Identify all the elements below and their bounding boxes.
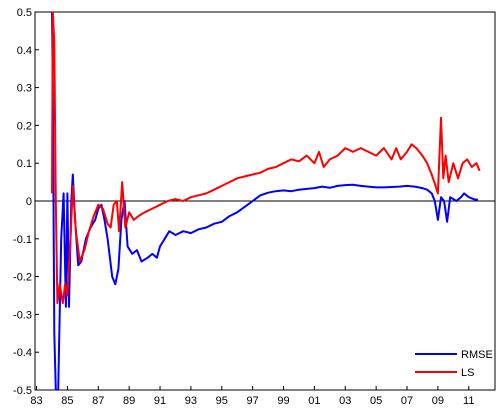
- y-tick-label: 0.5: [17, 7, 32, 19]
- y-tick-label: -0.4: [13, 347, 32, 359]
- x-tick-label: 89: [123, 395, 135, 407]
- x-tick-label: 95: [216, 395, 228, 407]
- x-tick-label: 87: [92, 395, 104, 407]
- x-tick-label: 01: [308, 395, 320, 407]
- y-tick-label: 0.4: [17, 45, 32, 57]
- legend-label-rmse: RMSE: [461, 349, 493, 361]
- x-tick-label: 07: [401, 395, 413, 407]
- series-line-rmse: [51, 12, 479, 390]
- legend: RMSE LS: [415, 349, 493, 379]
- y-tick-label: 0.3: [17, 83, 32, 95]
- y-tick-label: -0.3: [13, 309, 32, 321]
- y-tick-label: -0.2: [13, 272, 32, 284]
- x-tick-label: 97: [247, 395, 259, 407]
- y-tick-label: -0.5: [13, 385, 32, 397]
- y-tick-label: 0.2: [17, 120, 32, 132]
- y-tick-label: 0: [26, 196, 32, 208]
- x-tick-label: 03: [339, 395, 351, 407]
- y-tick-label: -0.1: [13, 234, 32, 246]
- x-tick-label: 05: [370, 395, 382, 407]
- series-layer: [51, 12, 481, 390]
- x-tick-label: 99: [277, 395, 289, 407]
- x-tick-label: 93: [185, 395, 197, 407]
- x-tick-label: 09: [432, 395, 444, 407]
- x-axis: 83 85 87 89 91 93 95 97 99 01 03 05 07 09 11: [30, 386, 474, 407]
- y-tick-label: 0.1: [17, 158, 32, 170]
- legend-label-ls: LS: [461, 367, 474, 379]
- x-tick-label: 85: [61, 395, 73, 407]
- series-line-ls: [51, 12, 481, 305]
- x-tick-label: 11: [463, 395, 474, 407]
- y-axis: -0.5 -0.4 -0.3 -0.2 -0.1 0 0.1 0.2 0.3 0.4 0.5: [13, 7, 39, 397]
- x-tick-label: 91: [154, 395, 166, 407]
- x-tick-label: 83: [30, 395, 42, 407]
